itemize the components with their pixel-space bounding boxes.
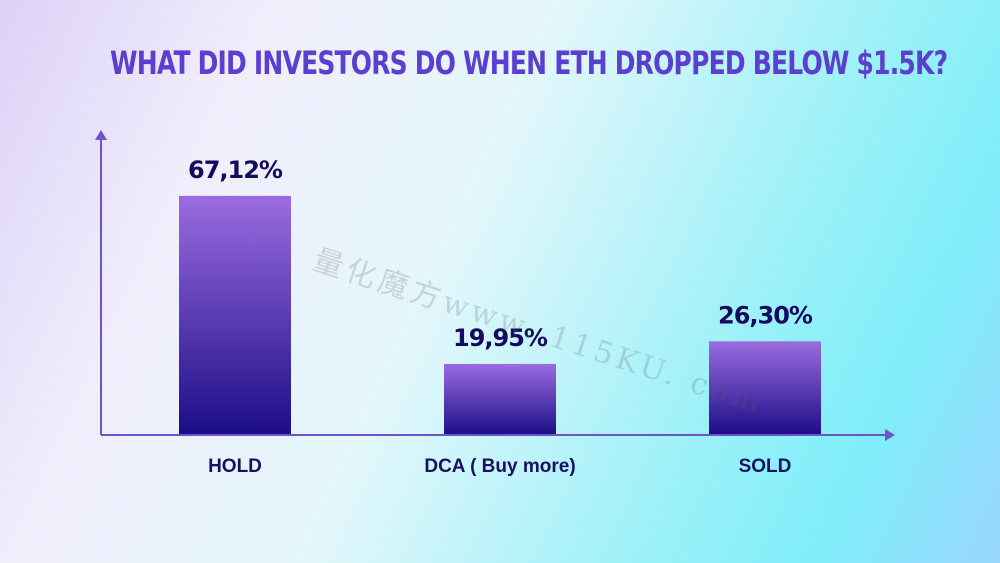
category-label-3: SOLD: [739, 456, 792, 477]
bar-2: [444, 363, 556, 435]
data-label-1: 67,12%: [188, 156, 283, 184]
data-label-2: 19,95%: [453, 324, 548, 352]
data-label-3: 26,30%: [718, 301, 813, 329]
chart-title: WHAT DID INVESTORS DO WHEN ETH DROPPED B…: [110, 44, 948, 82]
category-label-1: HOLD: [208, 456, 262, 477]
y-axis-arrow: [95, 130, 107, 140]
bar-1: [179, 195, 291, 435]
bar-3: [709, 341, 821, 435]
category-label-2: DCA ( Buy more): [424, 456, 575, 477]
x-axis-arrow: [885, 429, 895, 441]
